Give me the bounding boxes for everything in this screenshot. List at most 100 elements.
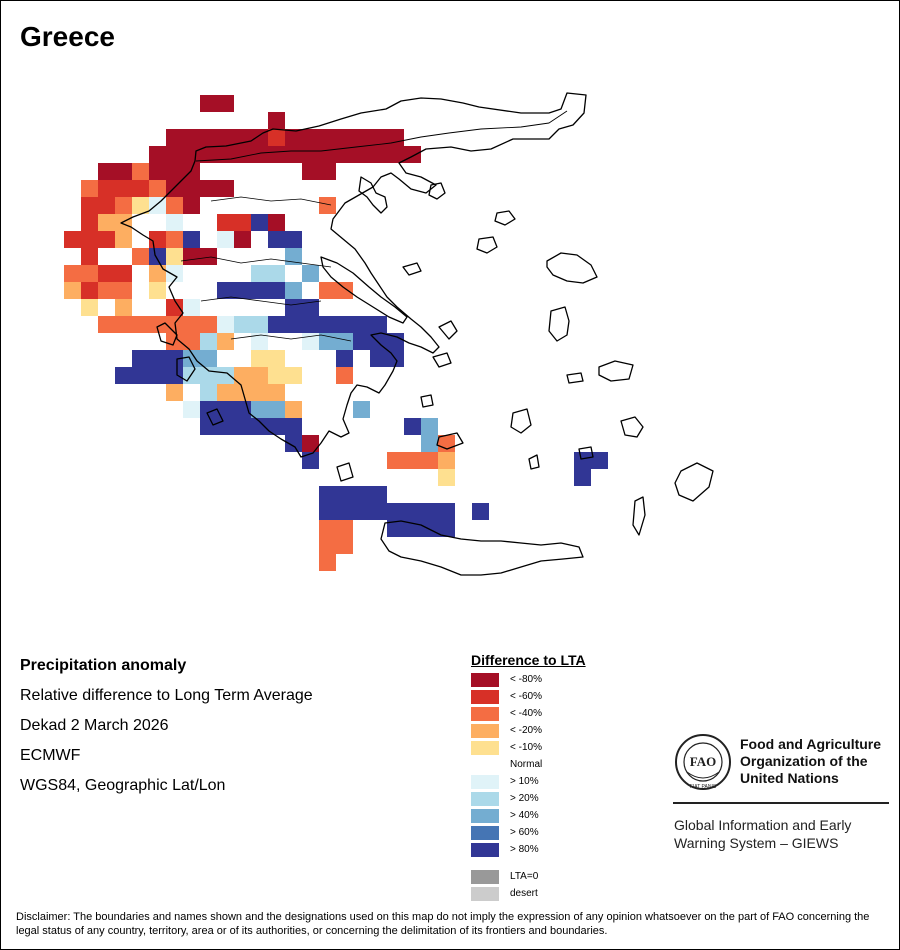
legend-swatch	[471, 843, 499, 857]
astypalaia-coastline	[578, 446, 594, 460]
anomaly-cell	[200, 180, 217, 197]
anomaly-cell	[251, 367, 268, 384]
anomaly-cell	[81, 197, 98, 214]
anomaly-cell	[217, 316, 234, 333]
anomaly-cell	[217, 384, 234, 401]
anomaly-cell	[234, 316, 251, 333]
samothraki-coastline	[494, 210, 516, 226]
organization-name-line3: United Nations	[740, 770, 839, 786]
anomaly-cell	[217, 265, 234, 282]
anomaly-cell	[285, 316, 302, 333]
anomaly-cell	[132, 367, 149, 384]
anomaly-cell	[268, 333, 285, 350]
anomaly-cell	[64, 282, 81, 299]
anomaly-cell	[251, 146, 268, 163]
anomaly-cell	[285, 418, 302, 435]
anomaly-cell	[166, 146, 183, 163]
chalkidiki-coast	[358, 176, 388, 214]
evia-coastline	[320, 256, 408, 324]
legend-swatch	[471, 707, 499, 721]
anomaly-cell	[285, 333, 302, 350]
anomaly-cell	[319, 554, 336, 571]
anomaly-cell	[149, 265, 166, 282]
anomaly-cell	[268, 367, 285, 384]
legend-label: > 40%	[510, 810, 539, 821]
anomaly-cell	[149, 180, 166, 197]
anomaly-cell	[183, 367, 200, 384]
anomaly-cell	[370, 486, 387, 503]
anomaly-cell	[319, 486, 336, 503]
anomaly-cell	[149, 163, 166, 180]
mainland-coastline	[120, 92, 587, 458]
anomaly-cell	[353, 333, 370, 350]
crete-coastline	[380, 520, 584, 576]
anomaly-cell	[132, 282, 149, 299]
anomaly-cell	[217, 231, 234, 248]
anomaly-cell	[64, 265, 81, 282]
anomaly-cell	[217, 299, 234, 316]
anomaly-cell	[98, 282, 115, 299]
map-title: Greece	[20, 21, 115, 52]
anomaly-cell	[421, 435, 438, 452]
anomaly-cell	[438, 520, 455, 537]
anomaly-cell	[183, 214, 200, 231]
anomaly-cell	[336, 537, 353, 554]
anomaly-cell	[353, 401, 370, 418]
anomaly-cell	[268, 384, 285, 401]
kythnos-coastline	[420, 394, 434, 408]
organization-name: Food and Agriculture Organization of the…	[740, 736, 881, 787]
anomaly-cell	[166, 129, 183, 146]
anomaly-cell	[574, 469, 591, 486]
anomaly-cell	[268, 112, 285, 129]
info-projection: WGS84, Geographic Lat/Lon	[20, 777, 226, 794]
anomaly-cell	[132, 214, 149, 231]
anomaly-cell	[472, 503, 489, 520]
anomaly-cell	[234, 282, 251, 299]
anomaly-cell	[166, 163, 183, 180]
anomaly-cell	[234, 214, 251, 231]
anomaly-cell	[183, 401, 200, 418]
anomaly-cell	[591, 452, 608, 469]
legend-label: LTA=0	[510, 871, 539, 882]
anomaly-cell	[98, 214, 115, 231]
kefalonia-coastline	[176, 356, 196, 382]
disclaimer: Disclaimer: The boundaries and names sho…	[16, 911, 870, 937]
anomaly-cell	[200, 265, 217, 282]
anomaly-cell	[404, 418, 421, 435]
anomaly-cell	[217, 350, 234, 367]
anomaly-cell	[81, 214, 98, 231]
anomaly-cell	[370, 146, 387, 163]
sporades-coastline	[402, 262, 422, 276]
anomaly-cell	[319, 333, 336, 350]
anomaly-cell	[98, 163, 115, 180]
anomaly-cell	[183, 180, 200, 197]
legend-swatch	[471, 887, 499, 901]
anomaly-cell	[251, 333, 268, 350]
legend-label: desert	[510, 888, 538, 899]
anomaly-cell	[132, 316, 149, 333]
anomaly-cell	[268, 418, 285, 435]
anomaly-cell	[370, 503, 387, 520]
legend-swatch	[471, 673, 499, 687]
legend-swatch	[471, 758, 499, 772]
anomaly-cell	[421, 520, 438, 537]
anomaly-cell	[336, 367, 353, 384]
legend-swatch	[471, 724, 499, 738]
karpathos-coastline	[632, 496, 646, 536]
anomaly-cell	[166, 316, 183, 333]
anomaly-cell	[251, 214, 268, 231]
anomaly-cell	[234, 248, 251, 265]
anomaly-cell	[387, 129, 404, 146]
anomaly-cell	[302, 265, 319, 282]
anomaly-cell	[166, 265, 183, 282]
anomaly-cell	[132, 350, 149, 367]
anomaly-cell	[149, 350, 166, 367]
region-boundaries	[180, 196, 352, 342]
anomaly-cell	[234, 265, 251, 282]
anomaly-cell	[285, 435, 302, 452]
anomaly-cell	[166, 350, 183, 367]
giews-line1: Global Information and Early	[674, 817, 852, 833]
legend-swatch	[471, 690, 499, 704]
anomaly-cell	[302, 452, 319, 469]
anomaly-cell	[268, 231, 285, 248]
